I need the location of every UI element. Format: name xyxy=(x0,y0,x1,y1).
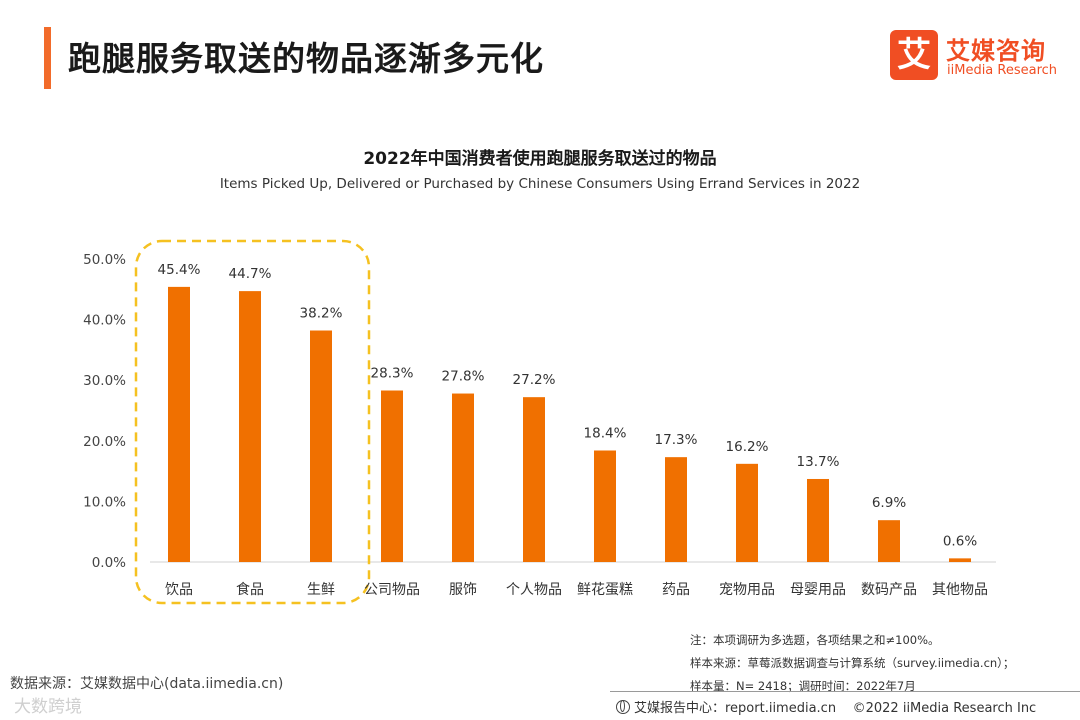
bar xyxy=(665,457,687,562)
page-title: 跑腿服务取送的物品逐渐多元化 xyxy=(68,39,544,78)
footer-divider xyxy=(610,691,1080,692)
data-label: 28.3% xyxy=(371,366,414,382)
x-tick-label: 个人物品 xyxy=(506,582,562,598)
x-tick-label: 饮品 xyxy=(165,582,193,598)
y-tick-label: 40.0% xyxy=(83,313,126,329)
title-accent-bar xyxy=(44,27,51,89)
data-label: 16.2% xyxy=(726,439,769,455)
x-tick-label: 食品 xyxy=(236,581,264,598)
data-label: 44.7% xyxy=(229,266,272,282)
note-sample-source: 样本来源：草莓派数据调查与计算系统（survey.iimedia.cn）； xyxy=(690,656,1015,670)
globe-icon xyxy=(616,700,630,714)
x-tick-label: 母婴用品 xyxy=(790,582,846,598)
data-label: 38.2% xyxy=(300,306,343,322)
x-tick-label: 公司物品 xyxy=(364,582,420,598)
data-label: 27.2% xyxy=(513,372,556,388)
bar xyxy=(523,397,545,562)
bar xyxy=(452,393,474,562)
logo-name-en: iiMedia Research xyxy=(947,63,1058,78)
x-tick-label: 药品 xyxy=(662,582,690,598)
x-tick-label: 其他物品 xyxy=(932,582,988,598)
y-tick-label: 20.0% xyxy=(83,434,126,450)
data-label: 45.4% xyxy=(158,262,201,278)
bar xyxy=(949,558,971,562)
logo-mark-icon: 艾 xyxy=(890,30,938,80)
chart-subtitle: Items Picked Up, Delivered or Purchased … xyxy=(219,176,861,192)
watermark: 大数跨境 xyxy=(14,697,82,717)
bar xyxy=(381,390,403,562)
x-tick-label: 生鲜 xyxy=(307,582,335,598)
note-sample-size: 样本量：N= 2418；调研时间：2022年7月 xyxy=(690,679,916,693)
data-label: 13.7% xyxy=(797,454,840,470)
y-tick-label: 50.0% xyxy=(83,252,126,268)
chart-title: 2022年中国消费者使用跑腿服务取送过的物品 xyxy=(363,149,717,169)
bar xyxy=(736,463,758,562)
bar xyxy=(310,330,332,562)
x-tick-label: 数码产品 xyxy=(861,582,917,598)
x-tick-label: 宠物用品 xyxy=(719,582,775,598)
bar xyxy=(594,450,616,562)
data-source: 数据来源：艾媒数据中心(data.iimedia.cn) xyxy=(10,676,284,692)
iimedia-logo: 艾 艾媒咨询 iiMedia Research xyxy=(890,30,1065,82)
data-label: 27.8% xyxy=(442,369,485,385)
note-multiple-choice: 注：本项调研为多选题，各项结果之和≠100%。 xyxy=(690,633,940,647)
highlight-box xyxy=(134,239,371,605)
logo-name-cn: 艾媒咨询 xyxy=(946,37,1046,65)
footer-right: 艾媒报告中心：report.iimedia.cn ©2022 iiMedia R… xyxy=(616,697,1036,716)
y-tick-label: 0.0% xyxy=(92,555,126,571)
x-tick-label: 鲜花蛋糕 xyxy=(577,582,633,598)
report-center: 艾媒报告中心：report.iimedia.cn xyxy=(634,701,837,716)
x-tick-label: 服饰 xyxy=(449,582,477,598)
data-label: 6.9% xyxy=(872,495,906,511)
bar xyxy=(878,520,900,562)
bar xyxy=(168,286,190,562)
data-label: 17.3% xyxy=(655,432,698,448)
data-label: 18.4% xyxy=(584,425,627,441)
copyright: ©2022 iiMedia Research Inc xyxy=(852,701,1037,716)
data-label: 0.6% xyxy=(943,533,977,549)
bar xyxy=(807,478,829,562)
y-tick-label: 30.0% xyxy=(83,373,126,389)
y-tick-label: 10.0% xyxy=(83,494,126,510)
bar xyxy=(239,291,261,562)
